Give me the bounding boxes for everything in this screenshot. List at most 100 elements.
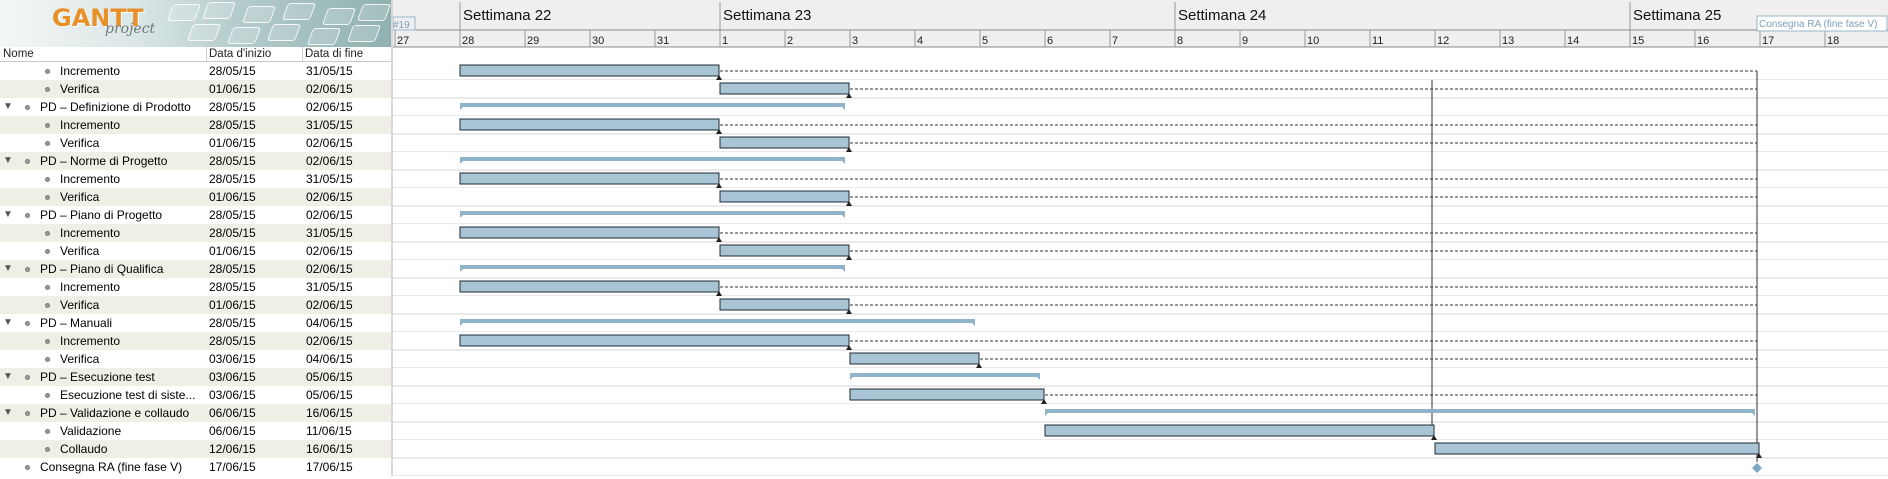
task-start-date[interactable]: 28/05/15 <box>209 334 256 348</box>
task-row[interactable]: Collaudo 12/06/15 16/06/15 <box>0 440 391 458</box>
task-row[interactable]: Verifica 01/06/15 02/06/15 <box>0 80 391 98</box>
task-end-date[interactable]: 17/06/15 <box>306 460 353 474</box>
task-name[interactable]: Incremento <box>60 64 121 78</box>
task-end-date[interactable]: 31/05/15 <box>306 118 353 132</box>
task-start-date[interactable]: 01/06/15 <box>209 244 256 258</box>
task-name[interactable]: Validazione <box>60 424 122 438</box>
collapse-toggle-icon[interactable]: ▼ <box>3 263 13 274</box>
task-name[interactable]: Incremento <box>60 280 121 294</box>
task-end-date[interactable]: 02/06/15 <box>306 244 353 258</box>
task-end-date[interactable]: 05/06/15 <box>306 388 353 402</box>
collapse-toggle-icon[interactable]: ▼ <box>3 371 13 382</box>
task-name[interactable]: Incremento <box>60 118 121 132</box>
task-end-date[interactable]: 31/05/15 <box>306 226 353 240</box>
task-name[interactable]: PD – Norme di Progetto <box>40 154 168 168</box>
column-header-name[interactable]: Nome <box>3 48 34 60</box>
column-header-start[interactable]: Data d'inizio <box>206 47 303 61</box>
task-group-row[interactable]: ▼ PD – Definizione di Prodotto 28/05/15 02/… <box>0 98 391 116</box>
task-end-date[interactable]: 02/06/15 <box>306 334 353 348</box>
task-row[interactable]: Incremento 28/05/15 31/05/15 <box>0 62 391 80</box>
task-name[interactable]: Verifica <box>60 244 100 258</box>
task-name[interactable]: Verifica <box>60 352 100 366</box>
task-end-date[interactable]: 02/06/15 <box>306 154 353 168</box>
task-row[interactable]: Verifica 01/06/15 02/06/15 <box>0 134 391 152</box>
task-end-date[interactable]: 04/06/15 <box>306 352 353 366</box>
task-name[interactable]: PD – Definizione di Prodotto <box>40 100 191 114</box>
task-start-date[interactable]: 12/06/15 <box>209 442 256 456</box>
task-start-date[interactable]: 28/05/15 <box>209 280 256 294</box>
task-name[interactable]: Collaudo <box>60 442 108 456</box>
task-name[interactable]: Incremento <box>60 226 121 240</box>
task-name[interactable]: PD – Piano di Qualifica <box>40 262 164 276</box>
task-row[interactable]: Esecuzione test di siste... 03/06/15 05/06… <box>0 386 391 404</box>
task-name[interactable]: Consegna RA (fine fase V) <box>40 460 183 474</box>
task-end-date[interactable]: 16/06/15 <box>306 442 353 456</box>
task-row[interactable]: Validazione 06/06/15 11/06/15 <box>0 422 391 440</box>
task-start-date[interactable]: 03/06/15 <box>209 388 256 402</box>
task-name[interactable]: Verifica <box>60 136 100 150</box>
task-start-date[interactable]: 28/05/15 <box>209 154 256 168</box>
task-end-date[interactable]: 05/06/15 <box>306 370 353 384</box>
collapse-toggle-icon[interactable]: ▼ <box>3 101 13 112</box>
task-start-date[interactable]: 28/05/15 <box>209 316 256 330</box>
task-end-date[interactable]: 31/05/15 <box>306 172 353 186</box>
collapse-toggle-icon[interactable]: ▼ <box>3 317 13 328</box>
task-end-date[interactable]: 11/06/15 <box>306 424 352 438</box>
task-end-date[interactable]: 31/05/15 <box>306 64 353 78</box>
task-start-date[interactable]: 17/06/15 <box>209 460 256 474</box>
task-row[interactable]: Incremento 28/05/15 31/05/15 <box>0 116 391 134</box>
task-name[interactable]: Verifica <box>60 82 100 96</box>
task-name[interactable]: Incremento <box>60 334 121 348</box>
task-row[interactable]: Incremento 28/05/15 31/05/15 <box>0 170 391 188</box>
milestone-row[interactable]: Consegna RA (fine fase V) 17/06/15 17/06/1… <box>0 458 391 476</box>
task-end-date[interactable]: 31/05/15 <box>306 280 353 294</box>
task-start-date[interactable]: 03/06/15 <box>209 370 256 384</box>
task-name[interactable]: PD – Piano di Progetto <box>40 208 163 222</box>
collapse-toggle-icon[interactable]: ▼ <box>3 155 13 166</box>
task-start-date[interactable]: 01/06/15 <box>209 190 256 204</box>
task-start-date[interactable]: 28/05/15 <box>209 100 256 114</box>
task-name[interactable]: Esecuzione test di siste... <box>60 388 196 402</box>
task-row[interactable]: Incremento 28/05/15 02/06/15 <box>0 332 391 350</box>
task-start-date[interactable]: 01/06/15 <box>209 82 256 96</box>
task-end-date[interactable]: 02/06/15 <box>306 136 353 150</box>
collapse-toggle-icon[interactable]: ▼ <box>3 407 13 418</box>
task-group-row[interactable]: ▼ PD – Esecuzione test 03/06/15 05/06/15 <box>0 368 391 386</box>
panel-divider[interactable] <box>391 0 393 476</box>
task-start-date[interactable]: 01/06/15 <box>209 136 256 150</box>
task-end-date[interactable]: 02/06/15 <box>306 190 353 204</box>
collapse-toggle-icon[interactable]: ▼ <box>3 209 13 220</box>
task-start-date[interactable]: 28/05/15 <box>209 64 256 78</box>
task-start-date[interactable]: 28/05/15 <box>209 208 256 222</box>
task-end-date[interactable]: 02/06/15 <box>306 82 353 96</box>
task-start-date[interactable]: 03/06/15 <box>209 352 256 366</box>
task-name[interactable]: PD – Validazione e collaudo <box>40 406 190 420</box>
task-name[interactable]: PD – Esecuzione test <box>40 370 155 384</box>
task-end-date[interactable]: 16/06/15 <box>306 406 353 420</box>
task-end-date[interactable]: 04/06/15 <box>306 316 353 330</box>
task-start-date[interactable]: 06/06/15 <box>209 406 256 420</box>
task-group-row[interactable]: ▼ PD – Validazione e collaudo 06/06/15 16/0… <box>0 404 391 422</box>
task-row[interactable]: Incremento 28/05/15 31/05/15 <box>0 224 391 242</box>
task-start-date[interactable]: 28/05/15 <box>209 226 256 240</box>
task-row[interactable]: Verifica 01/06/15 02/06/15 <box>0 242 391 260</box>
task-name[interactable]: Verifica <box>60 298 100 312</box>
task-row[interactable]: Verifica 01/06/15 02/06/15 <box>0 296 391 314</box>
task-row[interactable]: Verifica 01/06/15 02/06/15 <box>0 188 391 206</box>
task-name[interactable]: PD – Manuali <box>40 316 113 330</box>
task-name[interactable]: Verifica <box>60 190 100 204</box>
task-start-date[interactable]: 06/06/15 <box>209 424 256 438</box>
task-group-row[interactable]: ▼ PD – Manuali 28/05/15 04/06/15 <box>0 314 391 332</box>
task-start-date[interactable]: 01/06/15 <box>209 298 256 312</box>
task-end-date[interactable]: 02/06/15 <box>306 100 353 114</box>
task-end-date[interactable]: 02/06/15 <box>306 298 353 312</box>
task-start-date[interactable]: 28/05/15 <box>209 118 256 132</box>
task-group-row[interactable]: ▼ PD – Piano di Progetto 28/05/15 02/06/15 <box>0 206 391 224</box>
task-group-row[interactable]: ▼ PD – Piano di Qualifica 28/05/15 02/06/15 <box>0 260 391 278</box>
task-row[interactable]: Verifica 03/06/15 04/06/15 <box>0 350 391 368</box>
task-group-row[interactable]: ▼ PD – Norme di Progetto 28/05/15 02/06/15 <box>0 152 391 170</box>
task-row[interactable]: Incremento 28/05/15 31/05/15 <box>0 278 391 296</box>
task-end-date[interactable]: 02/06/15 <box>306 262 353 276</box>
task-start-date[interactable]: 28/05/15 <box>209 262 256 276</box>
task-start-date[interactable]: 28/05/15 <box>209 172 256 186</box>
